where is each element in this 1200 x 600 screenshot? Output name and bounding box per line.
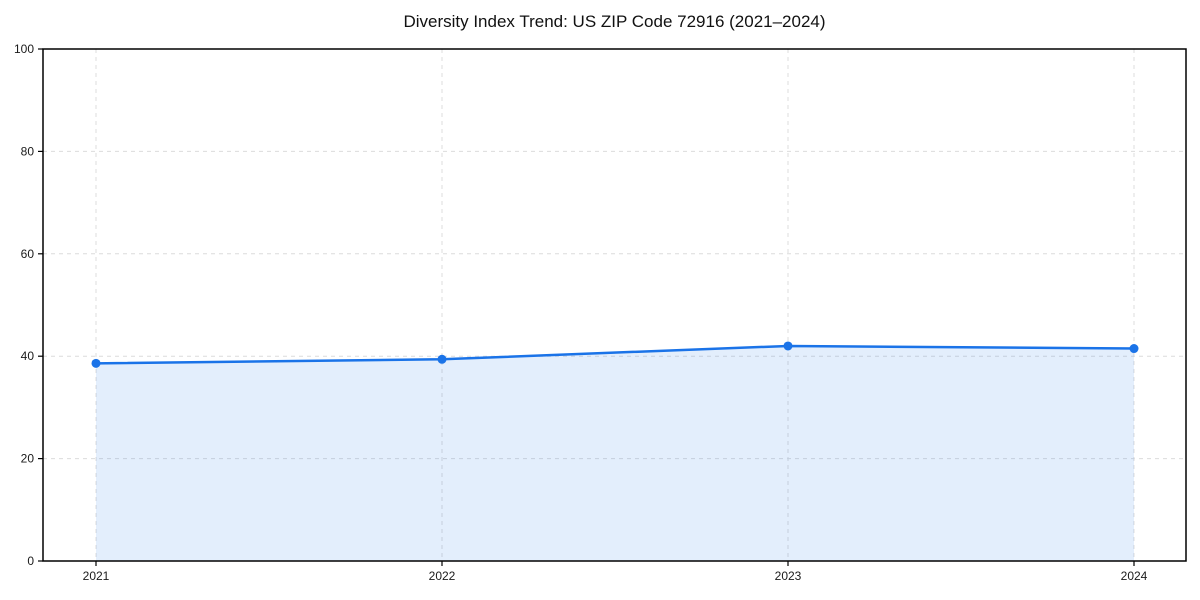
data-point-2023 bbox=[783, 341, 793, 351]
data-point-2024 bbox=[1129, 344, 1139, 354]
y-tick-label: 40 bbox=[21, 349, 35, 363]
y-tick-label: 60 bbox=[21, 247, 35, 261]
y-tick-label: 0 bbox=[27, 554, 34, 568]
y-tick-label: 100 bbox=[14, 42, 34, 56]
x-tick-label: 2024 bbox=[1121, 569, 1148, 583]
x-tick-label: 2023 bbox=[775, 569, 802, 583]
y-tick-label: 80 bbox=[21, 144, 35, 158]
data-point-2021 bbox=[91, 358, 101, 368]
x-tick-label: 2021 bbox=[83, 569, 110, 583]
area-fill bbox=[96, 345, 1134, 561]
chart-title: Diversity Index Trend: US ZIP Code 72916… bbox=[403, 12, 826, 31]
y-tick-label: 20 bbox=[21, 452, 35, 466]
x-tick-label: 2022 bbox=[429, 569, 456, 583]
plot-border bbox=[42, 48, 1187, 562]
trend-line bbox=[94, 344, 1136, 365]
data-point-2022 bbox=[437, 354, 447, 364]
